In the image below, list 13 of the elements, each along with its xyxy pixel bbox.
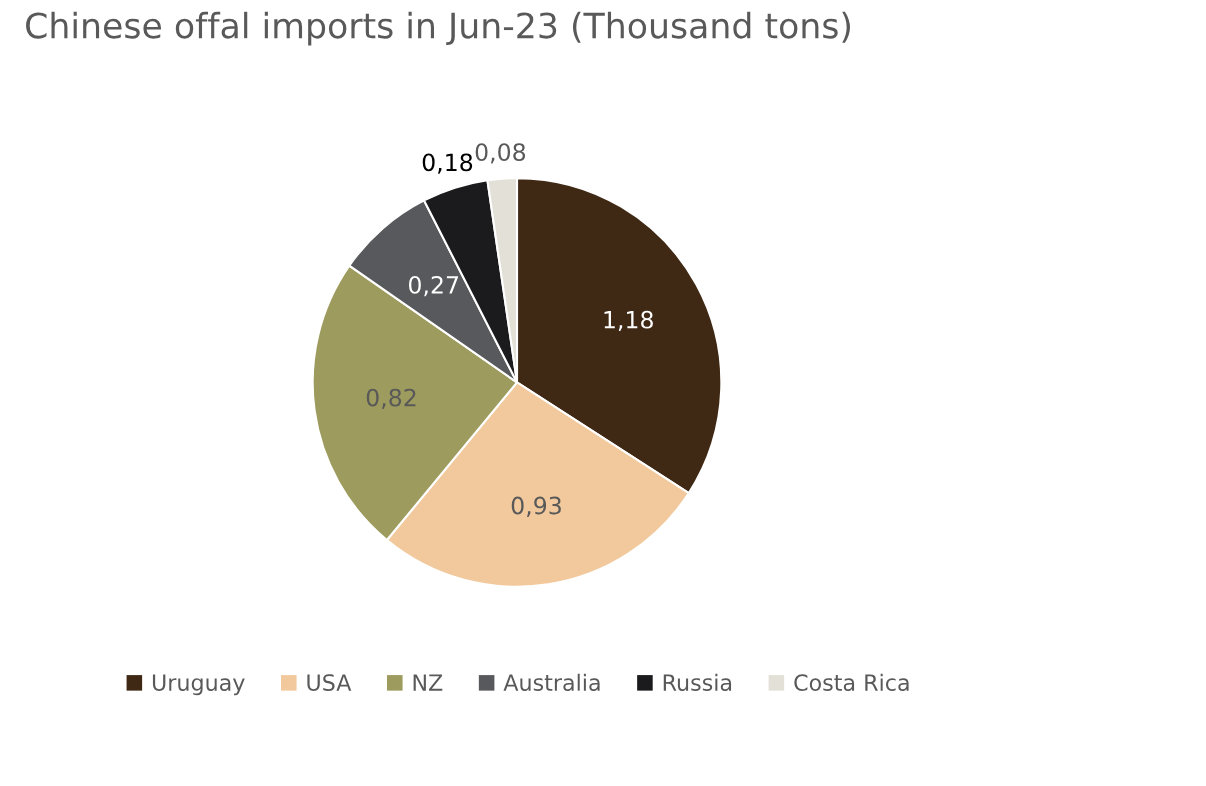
legend-label: Australia <box>503 673 600 691</box>
legend-label: Russia <box>663 673 732 691</box>
legend-label: Costa Rica <box>794 673 909 691</box>
chart-title: Chinese offal imports in Jun-23 (Thousand tons) <box>26 11 850 46</box>
legend-label: Uruguay <box>152 674 245 696</box>
data-label: 0,27 <box>408 275 458 297</box>
data-label: 0,93 <box>511 496 561 517</box>
data-label: 0,08 <box>475 143 526 164</box>
data-label: 0,18 <box>422 153 473 174</box>
legend-label: USA <box>307 674 352 691</box>
legend-label: NZ <box>413 674 443 691</box>
data-label: 1,18 <box>604 310 653 332</box>
data-label: 0,82 <box>366 388 416 409</box>
